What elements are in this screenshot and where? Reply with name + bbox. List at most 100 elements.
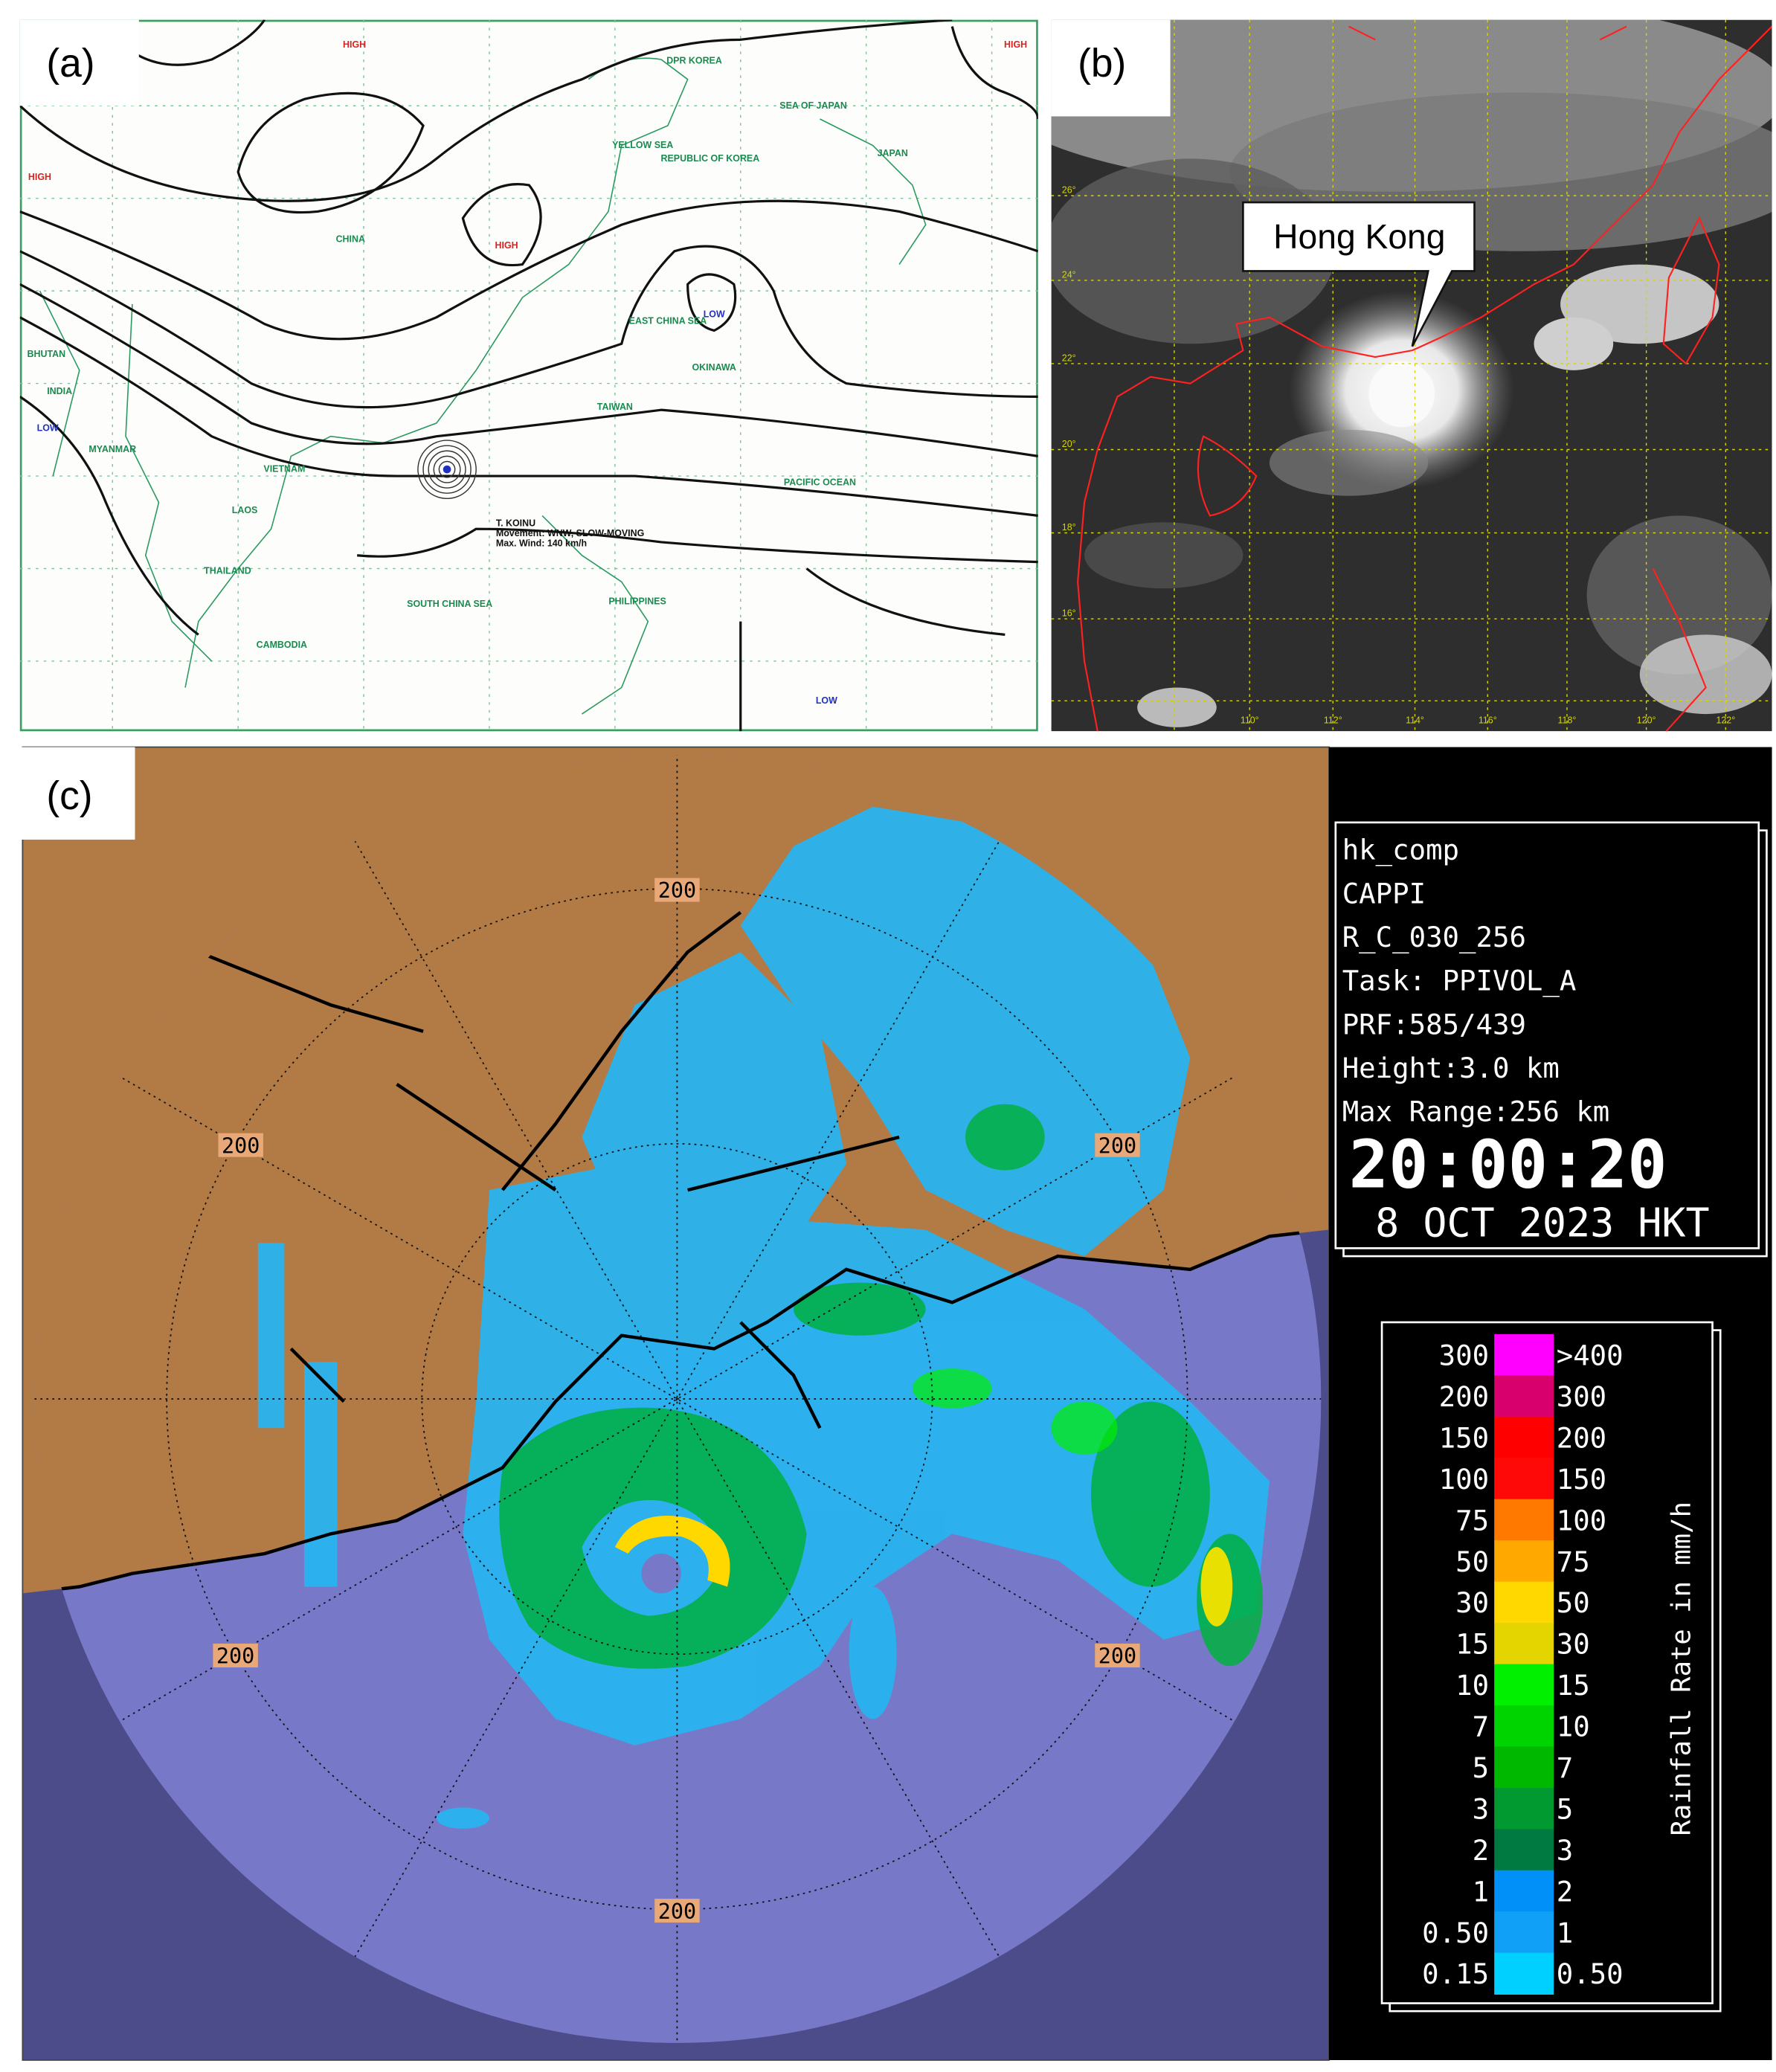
decoration <box>438 460 456 478</box>
place-label: VIETNAM <box>263 464 305 474</box>
decoration <box>849 1586 897 1719</box>
callout: Hong Kong <box>1242 201 1476 347</box>
decoration <box>1334 821 1760 1249</box>
decoration <box>417 440 477 499</box>
legend-swatch <box>1494 1540 1554 1583</box>
lon-label: 120° <box>1637 715 1656 726</box>
legend-swatch <box>1494 1664 1554 1706</box>
lon-label: 114° <box>1406 715 1424 726</box>
decoration <box>1137 687 1217 727</box>
decoration <box>428 450 466 489</box>
legend-right: 50 <box>1557 1586 1590 1619</box>
info-line: CAPPI <box>1342 877 1426 910</box>
place-label: LOW <box>704 309 725 320</box>
info-line: Task: PPIVOL_A <box>1342 965 1577 998</box>
lat-label: 18° <box>1062 522 1076 533</box>
decoration <box>257 1243 285 1429</box>
legend-swatch <box>1494 1416 1554 1459</box>
place-label: THAILAND <box>204 566 251 576</box>
decoration: 200 200 200 200 200 200 <box>213 878 1140 1924</box>
legend-swatch <box>1494 1870 1554 1913</box>
decoration <box>33 755 1322 2043</box>
legend-swatch <box>1494 1705 1554 1748</box>
place-label: HIGH <box>1004 39 1027 50</box>
decoration <box>1662 216 1720 365</box>
lat-label: 24° <box>1062 269 1076 280</box>
place-label: SOUTH CHINA SEA <box>407 599 492 609</box>
place-label: PACIFIC OCEAN <box>784 477 856 487</box>
decoration <box>1200 1547 1233 1627</box>
decoration <box>641 1554 681 1594</box>
range-label-box <box>218 1133 263 1157</box>
decoration <box>421 1143 933 1656</box>
legend-right: >400 <box>1557 1339 1624 1372</box>
decoration <box>541 515 649 715</box>
decoration <box>1639 634 1772 715</box>
legend-left: 75 <box>1455 1504 1489 1537</box>
place-label: LAOS <box>232 505 258 515</box>
callout-text: Hong Kong <box>1273 217 1445 256</box>
decoration <box>739 567 1006 732</box>
legend-left: 0.15 <box>1422 1957 1489 1990</box>
decoration <box>19 283 1038 457</box>
legend-swatch <box>1494 1911 1554 1954</box>
legend-left: 5 <box>1473 1751 1489 1784</box>
decoration <box>1348 25 1627 41</box>
range-label: 200 <box>658 878 696 903</box>
decoration <box>1197 435 1258 517</box>
label-box <box>1051 19 1171 117</box>
decoration <box>740 806 1191 1257</box>
place-label: CAMBODIA <box>257 640 307 650</box>
decoration <box>436 1807 489 1829</box>
panel-label: (c) <box>46 774 92 818</box>
info-frame <box>1334 821 1768 2013</box>
legend-right: 100 <box>1557 1504 1606 1537</box>
info-line: hk_comp <box>1342 834 1459 867</box>
legend-right: 1 <box>1557 1917 1573 1949</box>
range-label-box <box>1095 1133 1140 1157</box>
place-label: LOW <box>816 695 837 706</box>
place-label: TAIWAN <box>597 402 633 412</box>
place-label: OKINAWA <box>692 362 736 373</box>
info-line: R_C_030_256 <box>1342 921 1526 954</box>
legend-right: 75 <box>1557 1545 1590 1578</box>
decoration <box>19 19 953 202</box>
decoration <box>1269 429 1429 496</box>
legend-left: 200 <box>1439 1380 1489 1413</box>
legend-swatch <box>1494 1746 1554 1789</box>
label-box <box>19 19 139 106</box>
legend-swatch <box>1494 1458 1554 1500</box>
decoration <box>1534 317 1614 370</box>
legend-left: 15 <box>1455 1628 1489 1661</box>
range-label: 200 <box>222 1133 260 1158</box>
lon-label: 112° <box>1324 715 1342 726</box>
legend-left: 50 <box>1455 1545 1489 1578</box>
decoration <box>499 1104 1264 1669</box>
legend-swatch <box>1494 1333 1554 1377</box>
decoration <box>433 455 461 483</box>
decoration <box>357 527 1038 564</box>
weather-chart: HIGH HIGH HIGH HIGH LOW LOW LOW CHINA MYANMAR IND… <box>19 19 1038 732</box>
place-label: REPUBLIC OF KOREA <box>661 153 760 164</box>
decoration <box>39 290 80 477</box>
legend-swatch <box>1494 1787 1554 1830</box>
place-label: MYANMAR <box>89 444 136 454</box>
decoration <box>1652 568 1707 732</box>
lat-label: 16° <box>1062 608 1076 619</box>
legend-left: 2 <box>1473 1834 1489 1867</box>
decoration <box>125 303 213 662</box>
legend-left: 300 <box>1439 1339 1489 1372</box>
decoration <box>1090 1401 1210 1587</box>
decoration <box>912 1368 992 1409</box>
decoration <box>686 273 737 332</box>
place-label: DPR KOREA <box>666 55 722 65</box>
panel-label: (a) <box>46 42 94 86</box>
info-line: Max Range:256 km <box>1342 1095 1610 1128</box>
decoration <box>820 118 927 266</box>
legend-right: 30 <box>1557 1628 1590 1661</box>
decoration <box>1077 25 1772 732</box>
legend-right: 0.50 <box>1557 1957 1624 1990</box>
range-label-box <box>1095 1643 1140 1667</box>
